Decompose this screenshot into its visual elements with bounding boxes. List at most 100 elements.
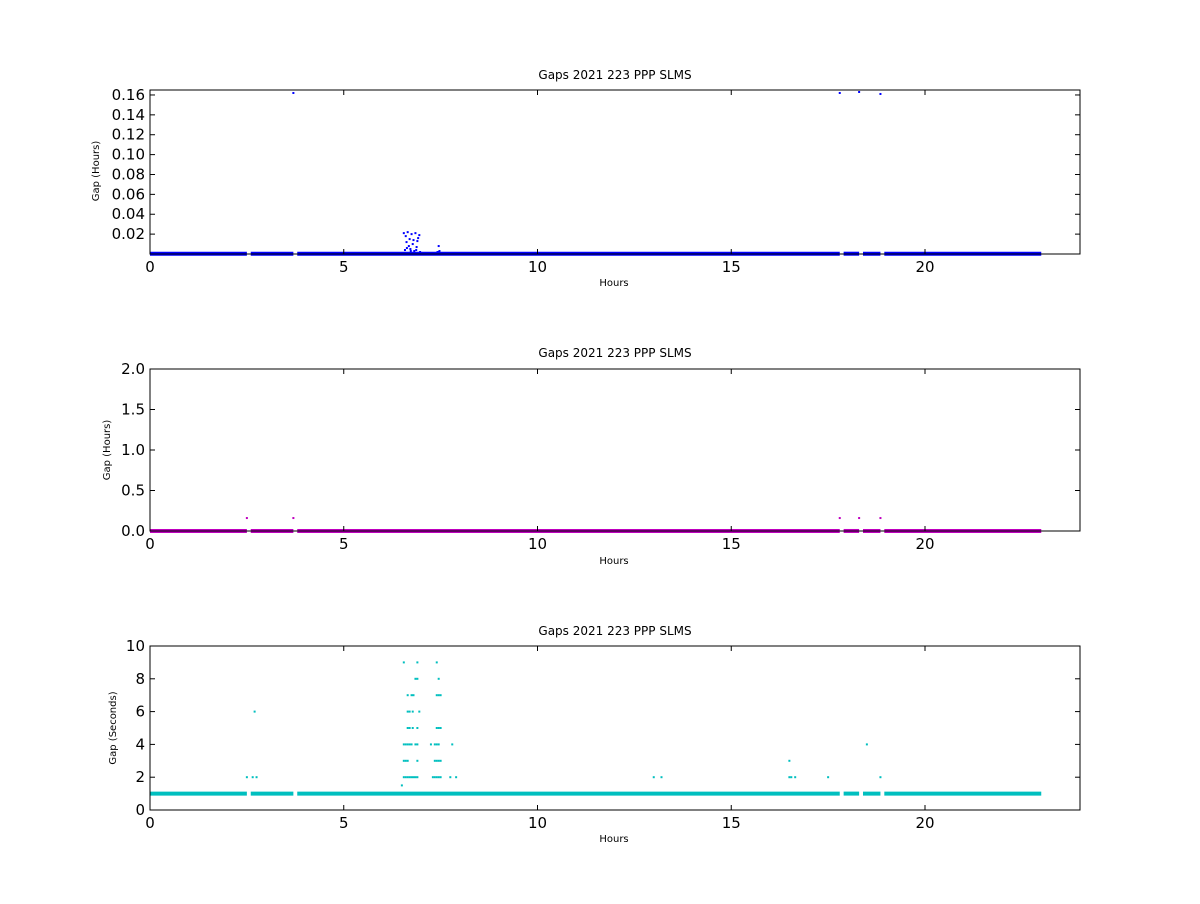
panel-3-x-tick-label: 20: [915, 814, 934, 832]
panel-1-data-point: [405, 241, 408, 244]
panel-2-data-point: [838, 517, 841, 520]
panel-1-title: Gaps 2021 223 PPP SLMS: [538, 68, 691, 82]
panel-1-data-point: [838, 91, 841, 94]
panel-3-data-point: [255, 776, 258, 779]
panel-3-data-point: [431, 776, 434, 779]
panel-3-data-point: [439, 776, 442, 779]
panel-2-ylabel: Gap (Hours): [102, 420, 113, 481]
panel-3-data-point: [416, 776, 419, 779]
panel-1-data-point: [437, 245, 440, 248]
panel-3-data-point: [414, 776, 417, 779]
panel-2-y-tick-label: 1.0: [121, 441, 145, 459]
panel-3-data-point: [660, 776, 663, 779]
panel-3-data-point: [411, 727, 414, 729]
panel-3-data-point: [404, 776, 407, 779]
panel-1-y-tick-label: 0.06: [112, 185, 145, 203]
panel-3-data-point: [410, 743, 413, 746]
panel-2-plot: 0 5 10 15 20 0.0 0.5 1.0 1.5 2.0: [121, 360, 1081, 553]
panel-3-data-point: [402, 743, 405, 746]
panel-3-y-tick-label: 6: [135, 703, 145, 721]
panel-3-data-point: [865, 743, 868, 746]
panel-3-data-point: [414, 677, 417, 680]
panel-1-data-point: [415, 249, 418, 252]
panel-1-data-point: [416, 240, 419, 243]
panel-1-data-point: [406, 231, 409, 234]
panel-1-data-point: [409, 248, 412, 251]
panel-3-data-point: [412, 776, 415, 779]
panel-1-x-tick-label: 0: [145, 258, 155, 276]
panel-3-data-point: [794, 776, 797, 779]
panel-1-data-point: [402, 232, 405, 235]
panel-3-data-point: [245, 776, 248, 779]
panel-3-data-point: [435, 776, 438, 779]
panel-3-data-point: [406, 710, 409, 713]
panel-1-y-tick-label: 0.08: [112, 165, 145, 183]
panel-3-data-point: [439, 759, 442, 762]
panel-1-data-point: [404, 235, 407, 238]
panel-1-x-tick-label: 15: [722, 258, 741, 276]
panel-3-data-point: [455, 776, 458, 779]
panel-1-y-tick-label: 0.02: [112, 225, 145, 243]
panel-2-y-tick-label: 1.5: [121, 401, 145, 419]
panel-1-data-point: [436, 251, 439, 254]
panel-1-data-point: [407, 245, 410, 248]
panel-2-title: Gaps 2021 223 PPP SLMS: [538, 346, 691, 360]
panel-1: Gaps 2021 223 PPP SLMS Hours Gap (Hours)…: [91, 68, 1081, 289]
panel-3-data-point: [827, 776, 830, 779]
panel-3-data-point: [879, 776, 882, 779]
panel-3-data-point: [408, 710, 411, 713]
panel-3-data-point: [416, 743, 419, 746]
panel-3-data-point: [406, 776, 409, 779]
panel-1-data-point: [858, 90, 861, 93]
panel-3-data-point: [251, 776, 254, 779]
panel-3-data-point: [410, 694, 413, 697]
panel-3-data-point: [437, 759, 440, 762]
panel-3-data-point: [408, 743, 411, 746]
panel-3-data-point: [437, 677, 440, 680]
panel-3-plot: 0 5 10 15 20 0 2 4 6 8 10: [126, 637, 1081, 832]
panel-3-data-point: [416, 661, 419, 664]
panel-3-data-point: [411, 710, 414, 713]
panel-3-data-point: [402, 661, 405, 664]
panel-3-data-point: [435, 694, 438, 697]
panel-3-data-point: [400, 784, 403, 787]
panel-2-data-point: [292, 517, 295, 520]
panel-3-data-point: [433, 759, 436, 762]
panel-3-y-tick-label: 0: [135, 801, 145, 819]
panel-1-y-tick-label: 0.12: [112, 126, 145, 144]
panel-3-data-point: [439, 727, 442, 729]
panel-3-data-point: [449, 776, 452, 779]
panel-3-data-point: [788, 776, 791, 779]
panel-1-ylabel: Gap (Hours): [91, 141, 102, 202]
panel-3-data-point: [433, 743, 436, 746]
panel-3-data-point: [408, 776, 411, 779]
panel-1-x-tick-label: 20: [915, 258, 934, 276]
panel-1-data-point: [438, 250, 441, 253]
panel-2-data-point: [245, 517, 248, 520]
panel-2-x-tick-label: 10: [528, 535, 547, 553]
panel-3-data-point: [406, 759, 409, 762]
panel-3: Gaps 2021 223 PPP SLMS Hours Gap (Second…: [108, 624, 1081, 845]
panel-1-data-point: [413, 250, 416, 253]
panel-3-xlabel: Hours: [599, 834, 628, 845]
panel-3-data-point: [437, 694, 440, 697]
panel-3-ylabel: Gap (Seconds): [108, 691, 119, 764]
panel-2-x-tick-label: 0: [145, 535, 155, 553]
panel-3-data-point: [412, 694, 415, 697]
panel-3-data-point: [790, 776, 793, 779]
panel-3-data-point: [406, 743, 409, 746]
panel-1-y-tick-label: 0.04: [112, 205, 145, 223]
panel-3-data-point: [435, 743, 438, 746]
panel-3-data-point: [406, 727, 409, 729]
panel-3-data-point: [437, 743, 440, 746]
panel-1-data-point: [419, 251, 422, 254]
panel-3-data-point: [788, 759, 791, 762]
panel-3-data-point: [253, 710, 256, 713]
panel-3-data-point: [404, 759, 407, 762]
panel-1-data-point: [411, 243, 414, 246]
panel-2-x-tick-label: 5: [339, 535, 349, 553]
panel-3-y-tick-label: 2: [135, 768, 145, 786]
panel-3-x-tick-label: 15: [722, 814, 741, 832]
panel-3-data-point: [410, 776, 413, 779]
